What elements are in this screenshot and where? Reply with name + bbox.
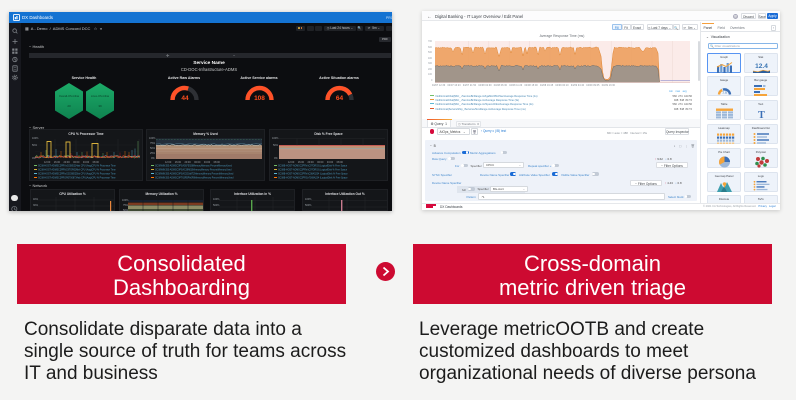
svg-text:Linux-OS-Infras: Linux-OS-Infras xyxy=(91,94,110,98)
svg-text:39: 39 xyxy=(98,104,102,108)
svg-text:7.9: 7.9 xyxy=(723,91,728,95)
svg-text:12.4: 12.4 xyxy=(755,63,768,70)
svg-text:Overall-OS-Infras: Overall-OS-Infras xyxy=(59,94,80,98)
svg-text:20: 20 xyxy=(67,104,71,108)
svg-text:T: T xyxy=(758,110,765,120)
